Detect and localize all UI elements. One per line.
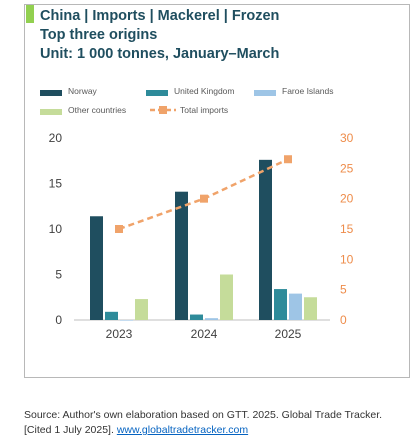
legend-swatch-united-kingdom (146, 90, 168, 96)
total-imports-marker-2024 (200, 194, 208, 203)
y-left-tick-label: 10 (49, 222, 63, 236)
legend-label-faroe-islands: Faroe Islands (282, 86, 334, 96)
y-right-tick-label: 0 (340, 313, 347, 327)
y-left-tick-label: 15 (49, 177, 63, 191)
x-tick-label: 2025 (275, 327, 302, 341)
bar-faroe-islands-2023 (120, 320, 133, 321)
bar-faroe-islands-2025 (289, 293, 302, 320)
y-left-tick-label: 20 (49, 131, 63, 145)
legend-swatch-faroe-islands (254, 90, 276, 96)
chart-frame (24, 4, 410, 378)
bar-norway-2023 (90, 216, 103, 320)
source-note: Source: Author's own elaboration based o… (24, 408, 404, 438)
x-tick-label: 2024 (191, 327, 218, 341)
y-right-tick-label: 5 (340, 283, 347, 297)
y-right-tick-label: 10 (340, 252, 354, 266)
legend-swatch-other-countries (40, 109, 62, 115)
bar-united-kingdom-2023 (105, 311, 118, 320)
y-right-tick-label: 20 (340, 192, 354, 206)
bar-faroe-islands-2024 (205, 318, 218, 320)
total-imports-marker-2025 (284, 155, 292, 164)
bar-united-kingdom-2025 (274, 289, 287, 320)
bar-norway-2024 (175, 191, 188, 320)
bar-other-countries-2024 (220, 274, 233, 320)
y-right-tick-label: 25 (340, 161, 354, 175)
y-left-tick-label: 0 (55, 313, 62, 327)
source-text: Source: Author's own elaboration based o… (24, 409, 383, 436)
legend-label-norway: Norway (68, 86, 97, 96)
title-accent-bar (26, 5, 34, 23)
bar-other-countries-2025 (304, 297, 317, 320)
legend-swatch-norway (40, 90, 62, 96)
source-link[interactable]: www.globaltradetracker.com (116, 424, 249, 436)
legend-label-total-imports: Total imports (180, 105, 229, 115)
bar-united-kingdom-2024 (190, 314, 203, 320)
y-right-tick-label: 30 (340, 131, 354, 145)
legend-swatch-total-imports (150, 106, 176, 114)
legend-label-united-kingdom: United Kingdom (174, 86, 235, 96)
legend-label-other-countries: Other countries (68, 105, 127, 115)
total-imports-marker-2023 (115, 225, 123, 233)
chart-title: China | Imports | Mackerel | Frozen (40, 8, 280, 24)
chart-unit: Unit: 1 000 tonnes, January–March (40, 46, 280, 62)
chart-subtitle: Top three origins (40, 27, 158, 43)
y-right-tick-label: 15 (340, 222, 354, 236)
bar-other-countries-2023 (135, 299, 148, 320)
bar-norway-2025 (259, 159, 272, 320)
x-tick-label: 2023 (106, 327, 133, 341)
y-left-tick-label: 5 (55, 268, 62, 282)
